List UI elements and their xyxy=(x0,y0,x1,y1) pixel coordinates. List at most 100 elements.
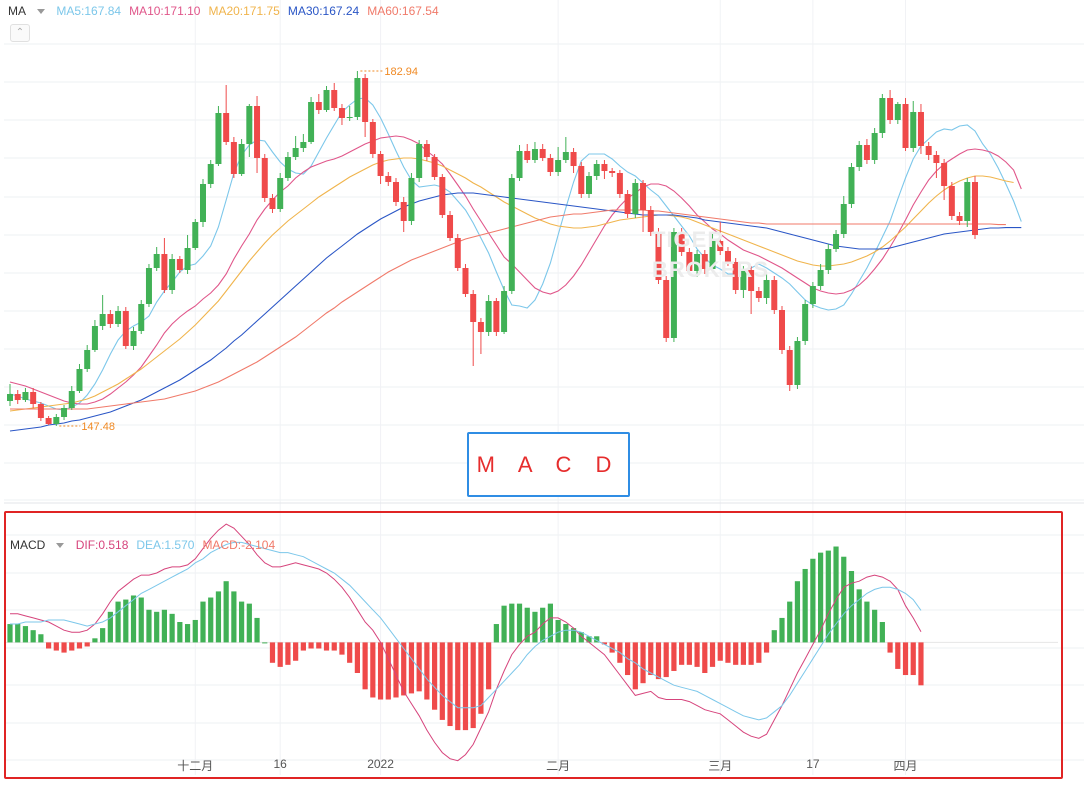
macd-histogram-bar xyxy=(246,603,252,643)
macd-histogram-bar xyxy=(331,642,337,651)
macd-histogram-bar xyxy=(501,605,507,643)
candle xyxy=(369,119,376,158)
macd-histogram-bar xyxy=(161,609,167,643)
macd-histogram-bar xyxy=(455,642,461,731)
macd-histogram-bar xyxy=(177,622,183,643)
macd-histogram-bar xyxy=(38,634,44,643)
macd-histogram-bar xyxy=(632,642,638,690)
candle xyxy=(115,306,122,327)
macd-histogram-bar xyxy=(462,642,469,731)
macd-histogram-bar xyxy=(61,642,67,653)
macd-histogram-bar xyxy=(740,642,746,665)
macd-histogram-bar xyxy=(524,607,530,643)
macd-histogram-bar xyxy=(424,642,430,700)
macd-histogram-bar xyxy=(879,622,885,643)
candle xyxy=(578,162,585,198)
chevron-down-icon xyxy=(37,9,45,15)
macd-legend-item: MACD:-2.104 xyxy=(202,538,276,552)
candle xyxy=(524,144,531,163)
candle xyxy=(555,147,562,176)
macd-histogram-bar xyxy=(46,642,52,649)
macd-histogram-bar xyxy=(285,642,291,665)
macd-histogram-bar xyxy=(702,642,708,673)
candle xyxy=(315,94,322,114)
macd-histogram-bar xyxy=(408,642,415,694)
macd-histogram-bar xyxy=(679,642,685,665)
candle xyxy=(161,238,168,293)
tiger-brokers-watermark: TIGER BROKERS xyxy=(652,225,769,285)
macd-histogram-bar xyxy=(563,624,569,643)
candle xyxy=(972,176,978,239)
x-tick-label: 2022 xyxy=(367,757,394,771)
candle xyxy=(856,141,863,171)
x-tick-label: 三月 xyxy=(708,759,733,773)
macd-legend-item: DEA:1.570 xyxy=(136,538,195,552)
candle xyxy=(200,179,206,227)
macd-histogram-bar xyxy=(401,642,407,696)
candle xyxy=(61,405,68,420)
candle xyxy=(655,228,662,284)
candle xyxy=(609,168,616,177)
candle xyxy=(423,140,430,161)
macd-histogram-bar xyxy=(671,642,677,671)
macd-histogram-bar xyxy=(486,642,492,690)
macd-histogram-bar xyxy=(447,642,453,727)
candle xyxy=(601,160,608,179)
macd-histogram-bar xyxy=(686,642,692,665)
macd-histogram-bar xyxy=(53,642,59,651)
candle xyxy=(416,140,423,182)
ma-label: MA xyxy=(8,4,26,18)
macd-histogram-bar xyxy=(362,642,368,690)
candle xyxy=(447,211,454,241)
chevron-up-icon[interactable]: ⌃ xyxy=(10,24,30,42)
candle xyxy=(246,104,253,157)
macd-lines xyxy=(10,523,922,762)
macd-histogram-bar xyxy=(748,642,754,665)
x-tick-label: 四月 xyxy=(893,759,918,773)
candle xyxy=(948,182,955,220)
candle xyxy=(501,286,508,334)
macd-histogram-bar xyxy=(478,642,484,714)
candle xyxy=(439,174,446,218)
candle xyxy=(678,228,685,256)
dea-line xyxy=(10,541,922,721)
macd-histogram-bar xyxy=(22,626,29,643)
x-tick-label: 17 xyxy=(806,757,820,771)
macd-histogram-bar xyxy=(316,642,322,649)
macd-histogram-bar xyxy=(509,603,515,643)
macd-histogram-bar xyxy=(223,581,229,643)
candle xyxy=(964,178,971,227)
candle xyxy=(269,194,276,213)
candle xyxy=(732,258,739,294)
macd-histogram-bar xyxy=(872,609,878,643)
candle xyxy=(755,287,762,302)
candle xyxy=(894,102,901,124)
ma-legend: MA MA5:167.84 MA10:171.10 MA20:171.75 MA30:… xyxy=(8,4,447,18)
candle xyxy=(138,300,145,334)
ma-indicator-selector[interactable]: MA xyxy=(8,4,56,18)
candle xyxy=(779,306,785,354)
candle xyxy=(925,142,932,160)
macd-histogram-bar xyxy=(84,642,90,647)
high-price-label: 182.94 xyxy=(384,66,418,78)
candle xyxy=(122,307,129,349)
high-low-markers: 182.94 147.48 xyxy=(59,66,418,433)
macd-indicator-selector[interactable]: MACD xyxy=(10,538,76,552)
macd-histogram-bar xyxy=(7,624,13,643)
candle xyxy=(748,266,755,314)
candle xyxy=(717,222,724,255)
macd-histogram-bar xyxy=(370,642,376,698)
candle xyxy=(308,97,315,144)
candle xyxy=(354,71,361,120)
macd-histogram-bar xyxy=(578,632,584,643)
candle xyxy=(531,142,538,163)
candle xyxy=(192,219,199,250)
macd-histogram-bar xyxy=(802,568,808,643)
ma30-line xyxy=(9,192,1022,432)
candle xyxy=(910,101,917,152)
candle xyxy=(809,282,816,308)
candle xyxy=(863,139,870,164)
candle xyxy=(292,136,299,160)
macd-histogram-bar xyxy=(771,630,777,643)
